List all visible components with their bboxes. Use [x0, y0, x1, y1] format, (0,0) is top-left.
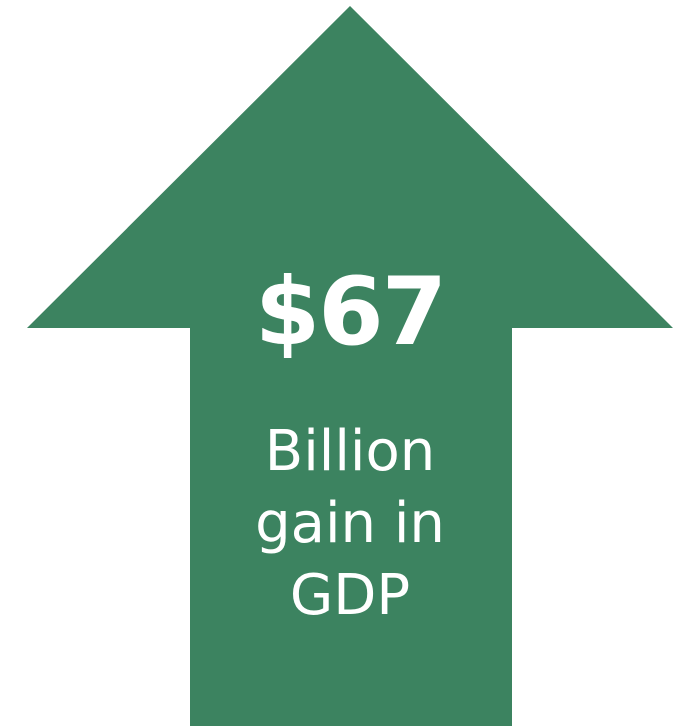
arrow-shape [27, 6, 673, 726]
gdp-amount: $67 [254, 258, 447, 367]
caption-line-2: gain in [255, 491, 445, 556]
caption-line-3: GDP [289, 563, 411, 628]
gdp-caption: Billion gain in GDP [190, 416, 510, 632]
caption-line-1: Billion [264, 419, 436, 484]
